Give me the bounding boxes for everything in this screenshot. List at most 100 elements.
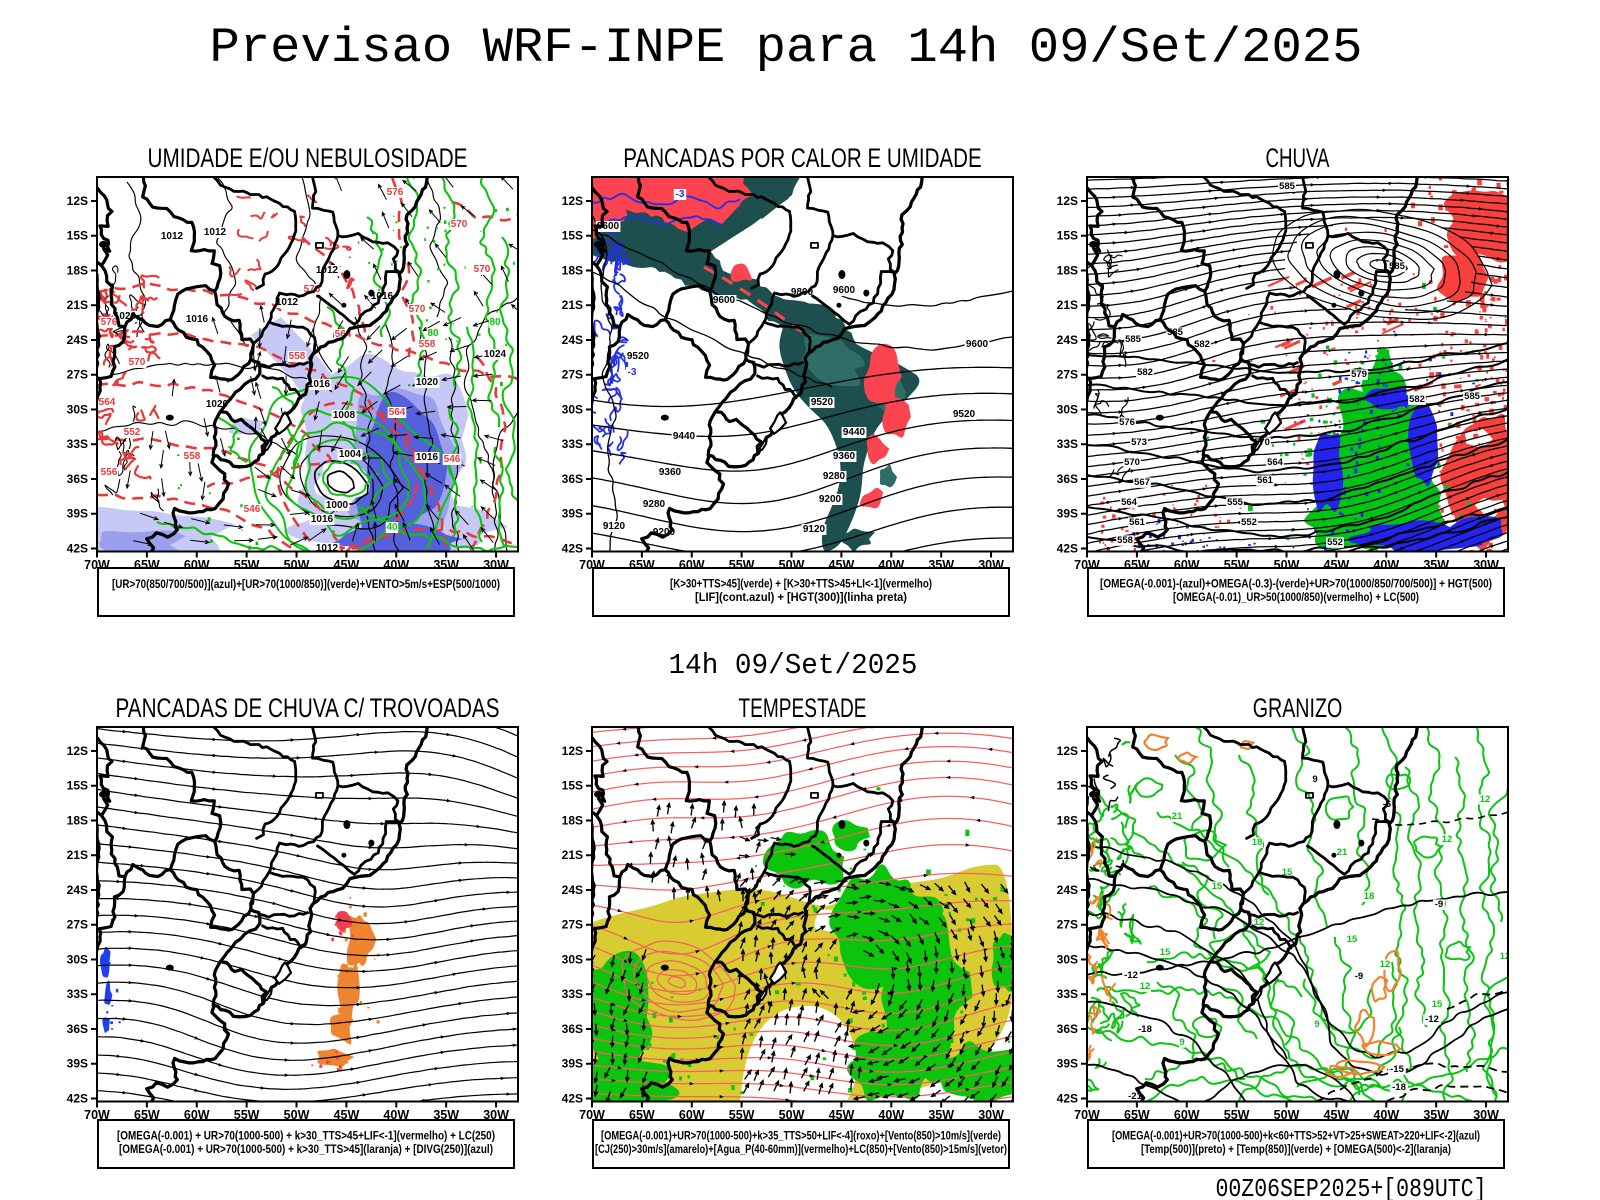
svg-text:21: 21 — [1172, 811, 1183, 822]
svg-text:564: 564 — [1267, 457, 1284, 468]
svg-text:9280: 9280 — [823, 471, 846, 482]
svg-text:12: 12 — [1254, 917, 1265, 928]
svg-text:PANCADAS POR CALOR E UMIDADE: PANCADAS POR CALOR E UMIDADE — [623, 143, 981, 173]
svg-text:564: 564 — [1121, 497, 1138, 508]
svg-text:18: 18 — [1252, 837, 1263, 848]
svg-text:579: 579 — [1351, 369, 1367, 380]
svg-text:CHUVA: CHUVA — [1266, 143, 1330, 173]
svg-text:585: 585 — [1279, 181, 1296, 192]
svg-text:9: 9 — [1312, 774, 1317, 785]
svg-text:585: 585 — [1125, 334, 1142, 345]
svg-text:9: 9 — [1314, 1019, 1319, 1030]
svg-text:12: 12 — [1380, 959, 1391, 970]
svg-text:9120: 9120 — [603, 521, 626, 532]
svg-text:-18: -18 — [1392, 1082, 1406, 1093]
svg-text:576: 576 — [304, 284, 321, 295]
svg-text:582: 582 — [1137, 367, 1153, 378]
svg-text:12: 12 — [1140, 981, 1151, 992]
svg-text:558: 558 — [184, 451, 201, 462]
svg-text:1016: 1016 — [186, 314, 209, 325]
svg-text:558: 558 — [1117, 535, 1133, 546]
svg-text:1012: 1012 — [276, 297, 299, 308]
svg-text:564: 564 — [335, 329, 352, 340]
svg-text:15: 15 — [1282, 867, 1293, 878]
svg-text:9520: 9520 — [627, 351, 650, 362]
svg-text:585: 585 — [1389, 261, 1406, 272]
svg-text:1012: 1012 — [161, 231, 184, 242]
svg-text:585: 585 — [1464, 391, 1481, 402]
svg-text:555: 555 — [1227, 497, 1244, 508]
svg-text:561: 561 — [1257, 475, 1274, 486]
svg-text:9200: 9200 — [819, 494, 842, 505]
svg-text:-12: -12 — [1124, 970, 1138, 981]
svg-text:1024: 1024 — [484, 349, 507, 360]
svg-text:558: 558 — [419, 339, 436, 350]
svg-text:[OMEGA(-0.01)_UR>50(1000/850)(: [OMEGA(-0.01)_UR>50(1000/850)(vermelho) … — [1173, 592, 1419, 604]
svg-text:PANCADAS DE CHUVA C/ TROVOADAS: PANCADAS DE CHUVA C/ TROVOADAS — [116, 693, 500, 723]
svg-text:570: 570 — [409, 304, 426, 315]
svg-text:UMIDADE E/OU NEBULOSIDADE: UMIDADE E/OU NEBULOSIDADE — [148, 143, 468, 173]
svg-text:9: 9 — [1179, 1037, 1184, 1048]
svg-text:-9: -9 — [1355, 971, 1363, 982]
svg-text:[OMEGA(-0.001)+UR>70(1000-500): [OMEGA(-0.001)+UR>70(1000-500)+k>35_TTS>… — [601, 1131, 1001, 1143]
svg-text:9360: 9360 — [659, 467, 682, 478]
svg-text:556: 556 — [101, 467, 118, 478]
svg-text:1000: 1000 — [326, 500, 349, 511]
svg-text:12: 12 — [1480, 794, 1491, 805]
svg-text:9600: 9600 — [713, 295, 736, 306]
svg-text:1020: 1020 — [416, 377, 439, 388]
svg-text:1012: 1012 — [316, 543, 339, 554]
svg-text:[LIF](cont.azul) + [HGT(300)](: [LIF](cont.azul) + [HGT(300)](linha pret… — [695, 592, 907, 604]
svg-text:00Z06SEP2025+[089UTC]: 00Z06SEP2025+[089UTC] — [1216, 1174, 1487, 1200]
svg-text:GRANIZO: GRANIZO — [1253, 693, 1343, 723]
svg-text:15: 15 — [1432, 999, 1443, 1010]
svg-text:14h 09/Set/2025: 14h 09/Set/2025 — [669, 649, 918, 682]
svg-text:564: 564 — [99, 397, 116, 408]
svg-text:12: 12 — [1442, 834, 1453, 845]
svg-text:558: 558 — [289, 351, 306, 362]
svg-text:9360: 9360 — [833, 451, 856, 462]
svg-text:[K>30+TTS>45](verde) + [K>30+T: [K>30+TTS>45](verde) + [K>30+TTS>45+LI<-… — [670, 579, 932, 591]
svg-text:-12: -12 — [1425, 1014, 1439, 1025]
svg-text:80: 80 — [489, 317, 501, 328]
svg-text:18: 18 — [1364, 891, 1375, 902]
svg-text:582: 582 — [1194, 339, 1210, 350]
svg-text:1016: 1016 — [371, 291, 394, 302]
svg-text:12: 12 — [1500, 951, 1511, 962]
svg-text:1012: 1012 — [204, 227, 227, 238]
svg-text:9120: 9120 — [803, 524, 826, 535]
svg-text:564: 564 — [389, 407, 406, 418]
svg-text:576: 576 — [1119, 417, 1135, 428]
svg-text:[CJ(250)>30m/s](amarelo)+[Agua: [CJ(250)>30m/s](amarelo)+[Agua_P(40-60mm… — [595, 1144, 1007, 1156]
svg-text:[OMEGA(-0.001) + UR>70(1000-50: [OMEGA(-0.001) + UR>70(1000-500) + k>30_… — [117, 1131, 495, 1143]
svg-text:570: 570 — [1124, 457, 1140, 468]
svg-text:567: 567 — [1134, 477, 1150, 488]
svg-text:546: 546 — [444, 454, 461, 465]
svg-text:15: 15 — [1212, 881, 1223, 892]
svg-text:1008: 1008 — [333, 410, 356, 421]
svg-text:-9: -9 — [1435, 899, 1443, 910]
svg-text:15: 15 — [1160, 947, 1171, 958]
svg-text:Previsao WRF-INPE para 14h 09: Previsao WRF-INPE para 14h 09/Set/2025 — [210, 20, 1363, 76]
svg-text:552: 552 — [1241, 517, 1257, 528]
svg-text:-3: -3 — [676, 189, 685, 200]
svg-text:552: 552 — [1327, 537, 1343, 548]
svg-text:552: 552 — [124, 427, 141, 438]
svg-text:576: 576 — [387, 187, 404, 198]
svg-text:9600: 9600 — [966, 339, 989, 350]
svg-text:1016: 1016 — [311, 514, 334, 525]
svg-text:15: 15 — [1347, 934, 1358, 945]
svg-text:9520: 9520 — [811, 397, 834, 408]
svg-text:21: 21 — [1337, 847, 1348, 858]
svg-text:570: 570 — [129, 357, 146, 368]
svg-text:-3: -3 — [628, 367, 637, 378]
svg-text:582: 582 — [1409, 394, 1425, 405]
svg-text:570: 570 — [474, 264, 491, 275]
svg-text:-21: -21 — [1128, 1091, 1142, 1102]
svg-text:1020: 1020 — [114, 311, 137, 322]
svg-text:40: 40 — [386, 522, 398, 533]
svg-text:80: 80 — [427, 328, 439, 339]
svg-text:9280: 9280 — [643, 499, 666, 510]
svg-text:573: 573 — [1131, 437, 1147, 448]
svg-text:[UR>70(850/700/500)](azul)+[UR: [UR>70(850/700/500)](azul)+[UR>70(1000/8… — [112, 579, 500, 591]
